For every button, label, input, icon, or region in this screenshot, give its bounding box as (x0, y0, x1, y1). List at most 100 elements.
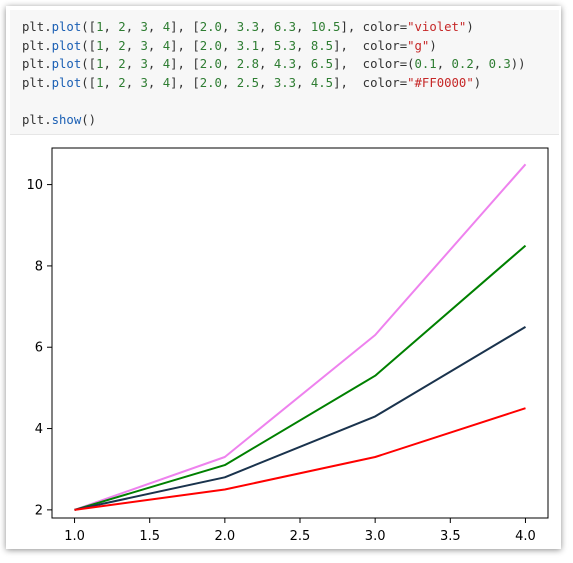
x-tick-label: 1.0 (64, 529, 85, 544)
code-token: "#FF0000" (407, 75, 474, 90)
series-line-1 (74, 163, 527, 511)
code-token: 2.0 (199, 38, 222, 53)
code-token: , (259, 75, 274, 90)
code-token: 4.5 (310, 75, 334, 90)
code-token: ], [ (170, 20, 200, 34)
series-line-4 (74, 407, 526, 511)
code-token: , (221, 38, 237, 53)
code-line: plt.plot([1, 2, 3, 4], [2.0, 3.3, 6.3, 1… (22, 18, 526, 37)
code-token: , (125, 75, 141, 90)
code-line: plt.plot([1, 2, 3, 4], [2.0, 3.1, 5.3, 8… (22, 37, 526, 56)
code-line: plt.plot([1, 2, 3, 4], [2.0, 2.5, 3.3, 4… (22, 74, 526, 93)
code-token: , (103, 75, 119, 90)
y-tick-label: 2 (35, 503, 43, 518)
code-token: , (259, 20, 274, 34)
y-tick-label: 8 (35, 259, 43, 274)
x-tick-label: 2.0 (215, 529, 236, 544)
code-token: plot (51, 20, 82, 34)
x-axis: 1.0 1.5 2.0 2.5 3.0 3.5 4.0 (64, 518, 536, 544)
code-token: , (103, 20, 119, 34)
code-token: 1 (96, 75, 104, 90)
code-token: 10.5 (310, 20, 341, 34)
code-token: , (221, 20, 237, 34)
y-tick-label: 10 (26, 178, 43, 193)
code-token: "violet" (407, 20, 467, 34)
code-token: 3 (140, 38, 148, 53)
y-tick-label: 4 (35, 422, 43, 437)
code-token: plot (51, 57, 82, 71)
code-token: ], color= (340, 20, 408, 34)
code-token: , (436, 57, 452, 71)
x-tick-label: 4.0 (515, 529, 536, 544)
code-token: 3.3 (236, 20, 259, 34)
x-tick-label: 3.5 (440, 529, 461, 544)
code-line: plt.plot([1, 2, 3, 4], [2.0, 2.8, 4.3, 6… (22, 55, 526, 74)
code-token: ) (429, 38, 437, 53)
code-token: , (473, 57, 489, 71)
plot-area (51, 147, 549, 519)
code-token: 2.5 (236, 75, 259, 90)
code-token: 2.0 (199, 75, 222, 90)
code-token: , (296, 57, 311, 71)
code-token: plt. (22, 112, 52, 127)
code-token: , (125, 57, 141, 71)
code-token: 1 (96, 20, 104, 34)
code-token: 4.3 (273, 57, 297, 71)
code-token: 4 (162, 57, 171, 71)
code-token: () (81, 112, 97, 127)
code-token: plt. (22, 20, 52, 34)
code-cell[interactable]: plt.plot([1, 2, 3, 4], [2.0, 3.3, 6.3, 1… (10, 10, 559, 135)
code-token: "g" (407, 38, 430, 53)
code-token: ) (473, 75, 482, 90)
code-token: plt. (22, 38, 52, 53)
code-token: 2.0 (199, 20, 222, 34)
code-token: , (296, 75, 311, 90)
code-token: ([ (81, 75, 97, 90)
x-tick-label: 1.5 (139, 529, 160, 544)
code-token: 2.0 (199, 57, 222, 71)
code-token: , (259, 38, 274, 53)
code-block[interactable]: plt.plot([1, 2, 3, 4], [2.0, 3.3, 6.3, 1… (22, 18, 526, 129)
code-token: , (125, 20, 141, 34)
code-token: plt. (22, 57, 52, 71)
code-token: ], color= (333, 75, 408, 90)
code-token: plot (51, 75, 82, 90)
code-line: plt.show() (22, 111, 526, 130)
code-token: 2 (118, 57, 126, 71)
code-token: ], color=( (333, 57, 415, 71)
code-token: 1 (96, 57, 104, 71)
code-token: 0.3 (488, 57, 511, 71)
code-token: 4 (162, 75, 171, 90)
code-token: plot (51, 38, 82, 53)
code-token: ([ (81, 20, 97, 34)
code-token: 3.1 (236, 38, 259, 53)
code-token: , (147, 20, 163, 34)
code-token: ], [ (170, 38, 200, 53)
code-token: , (259, 57, 274, 71)
x-tick-label: 3.0 (365, 529, 386, 544)
code-token: , (103, 38, 119, 53)
code-token: 3.3 (273, 75, 297, 90)
code-token: 3 (140, 57, 148, 71)
code-token: , (125, 38, 141, 53)
code-token: )) (510, 57, 526, 71)
code-token: 1 (96, 38, 104, 53)
code-token: ) (466, 20, 474, 34)
code-token: , (147, 38, 163, 53)
code-token: 5.3 (273, 38, 297, 53)
code-token: 6.3 (273, 20, 297, 34)
code-token: ], [ (170, 57, 200, 71)
code-token: ], color= (333, 38, 408, 53)
code-token: ], [ (170, 75, 200, 90)
code-token: show (51, 112, 82, 127)
code-token: , (103, 57, 119, 71)
code-token: ([ (81, 57, 97, 71)
x-tick-label: 2.5 (290, 529, 311, 544)
code-token: , (221, 57, 237, 71)
code-token: , (147, 75, 163, 90)
code-token: 0.1 (414, 57, 437, 71)
code-token: plt. (22, 75, 52, 90)
code-token: , (296, 20, 311, 34)
